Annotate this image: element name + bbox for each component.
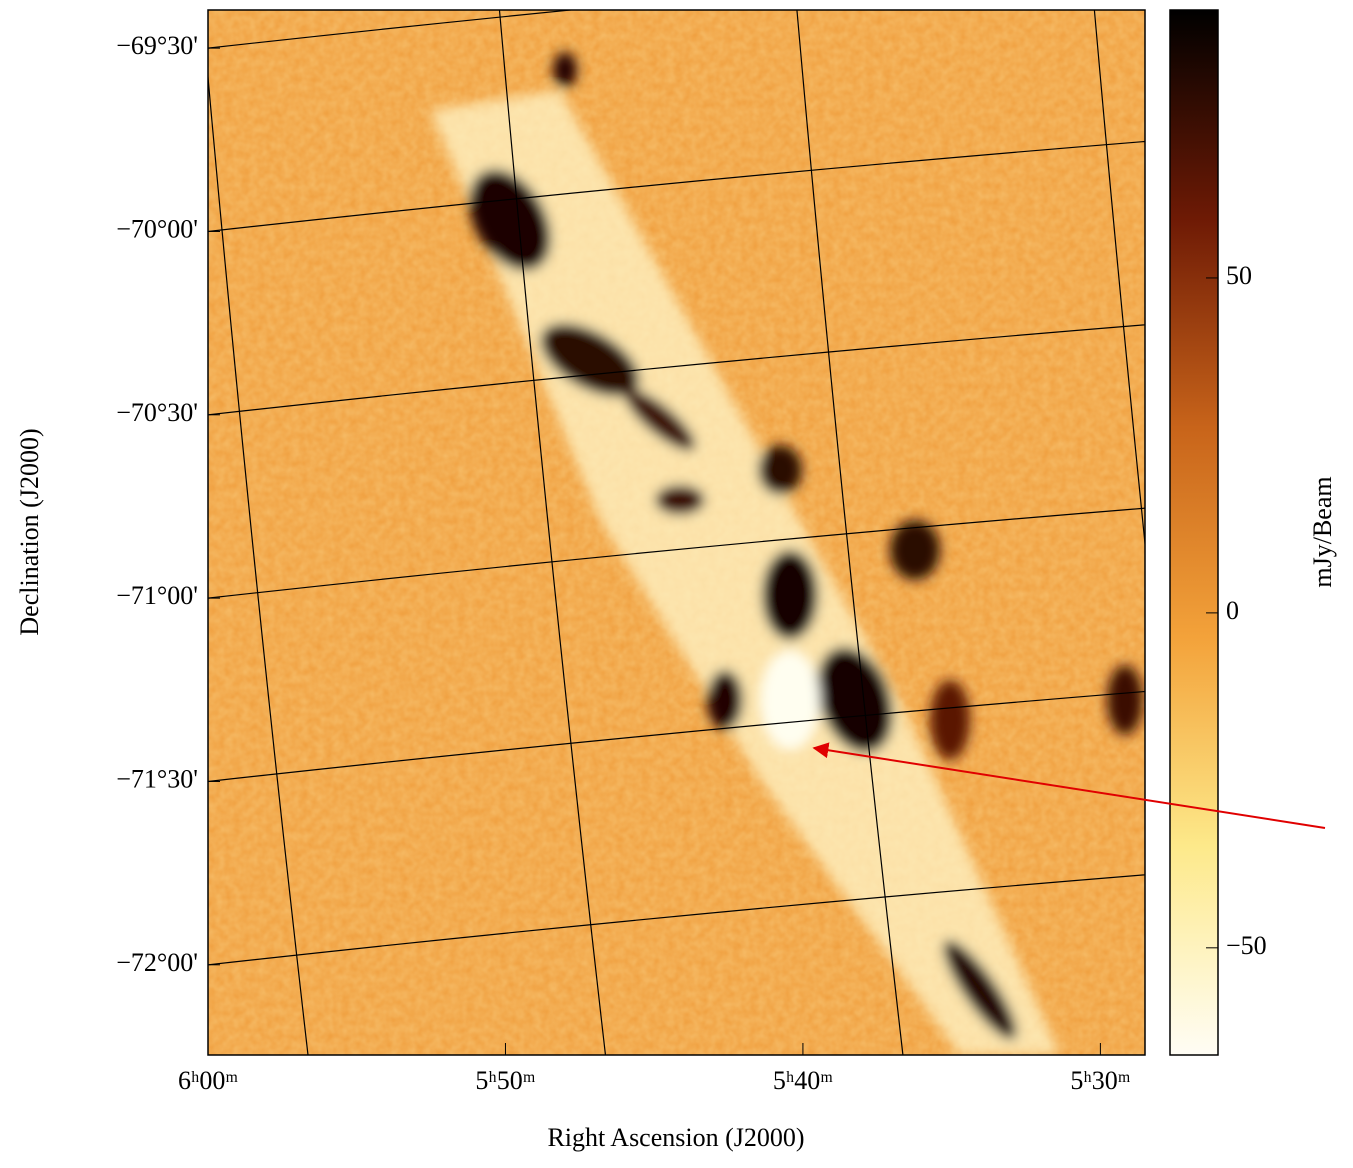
y-tick-label: −70°30' <box>116 398 198 427</box>
x-tick-label: 5ʰ50ᵐ <box>475 1066 535 1095</box>
x-tick-label: 5ʰ30ᵐ <box>1070 1066 1130 1095</box>
image <box>208 10 1145 1055</box>
colorbar-tick-label: −50 <box>1226 931 1267 960</box>
grid-line <box>208 507 1145 599</box>
x-tick-label: 6ʰ00ᵐ <box>178 1066 238 1095</box>
arrow <box>812 742 1326 829</box>
grid-line <box>208 690 1145 783</box>
grid <box>208 10 1145 1055</box>
colorbar <box>1169 9 1219 1056</box>
grid-line <box>208 324 1145 416</box>
y-tick-label: −71°00' <box>116 581 198 610</box>
grid-line <box>208 10 577 49</box>
y-axis-label: Declination (J2000) <box>15 428 44 635</box>
colorbar-tick-label: 0 <box>1226 596 1239 625</box>
y-tick-label: −72°00' <box>116 948 198 977</box>
grid-line <box>1093 10 1145 550</box>
grid-line <box>208 140 1145 233</box>
frame <box>207 9 1146 1056</box>
y-tick-label: −69°30' <box>116 31 198 60</box>
y-tick-label: −71°30' <box>116 764 198 793</box>
grid-line <box>208 70 309 1055</box>
y-tick-label: −70°00' <box>116 214 198 243</box>
colorbar-label: mJy/Beam <box>1308 476 1337 587</box>
emission <box>430 52 1143 1055</box>
x-tick-label: 5ʰ40ᵐ <box>773 1066 833 1095</box>
x-axis-label: Right Ascension (J2000) <box>547 1123 804 1152</box>
grid-line <box>498 10 607 1055</box>
colorbar-tick-label: 50 <box>1226 261 1252 290</box>
grid-line <box>796 10 904 1055</box>
grid-line <box>208 874 1145 966</box>
